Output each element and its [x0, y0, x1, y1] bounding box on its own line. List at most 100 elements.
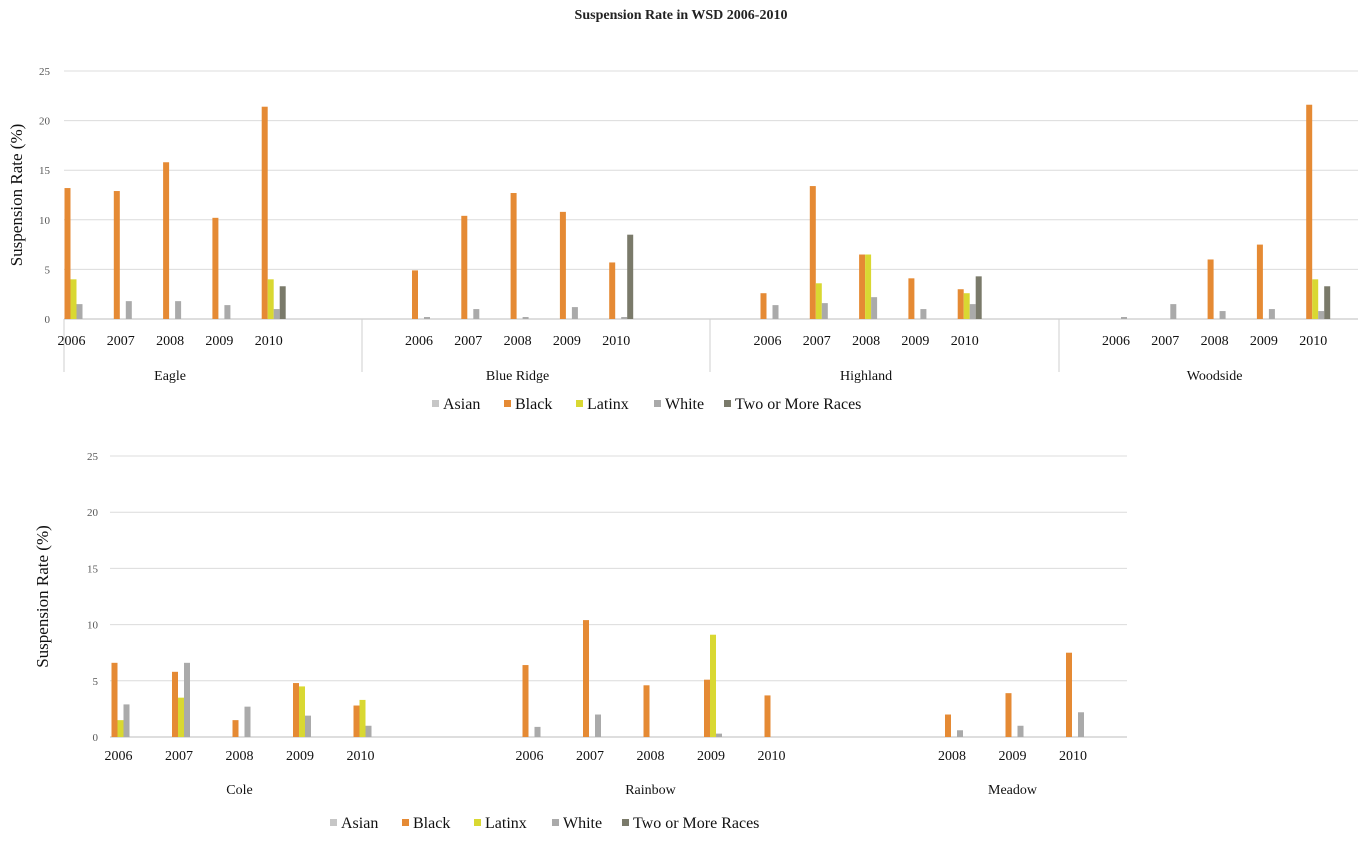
bar-white	[305, 715, 311, 737]
bar-white	[1170, 304, 1177, 319]
bar-latinx	[299, 686, 305, 737]
bar-black	[353, 705, 360, 737]
group-label: Woodside	[1187, 369, 1243, 384]
bar-white	[534, 726, 541, 737]
bar-white	[522, 317, 529, 319]
legend-entry: White	[563, 815, 602, 832]
bar-black	[461, 215, 468, 319]
x-tick-label: 2010	[255, 334, 283, 349]
legend-entry: Asian	[341, 815, 378, 832]
x-tick-label: 2007	[107, 334, 135, 349]
y-tick-label: 25	[87, 451, 99, 463]
bar-chart-1: 0 5 10 15 20 25 Suspension Rate (%) 2006 2007 200…	[7, 66, 1358, 413]
x-tick-label: 2006	[516, 749, 544, 764]
group-label: Meadow	[988, 783, 1038, 798]
bar-white	[424, 317, 430, 319]
bar-black	[1256, 244, 1263, 319]
bar-black	[1306, 104, 1313, 319]
bar-white	[125, 301, 132, 319]
y-tick-label: 5	[93, 676, 99, 688]
legend: Asian Black Latinx White Two or More Races	[432, 396, 861, 413]
bar-white	[871, 297, 878, 319]
bar-latinx	[267, 279, 274, 319]
bar-two-or-more-races	[975, 276, 982, 319]
bar-white	[957, 730, 963, 737]
y-axis-title: Suspension Rate (%)	[7, 124, 26, 267]
bar-white	[571, 307, 578, 319]
bar-latinx	[963, 293, 970, 319]
x-tick-label: 2007	[165, 749, 193, 764]
y-tick-label: 20	[87, 507, 99, 519]
legend-swatch	[330, 819, 337, 826]
x-tick-label: 2006	[754, 334, 782, 349]
x-tick-label: 2008	[1201, 334, 1229, 349]
y-tick-label: 5	[45, 264, 51, 276]
bar-white	[1219, 311, 1226, 319]
bar-black	[522, 665, 529, 737]
bar-white	[716, 733, 722, 737]
bar-white	[244, 706, 251, 737]
legend-entry: White	[665, 396, 704, 413]
bar-black	[293, 683, 299, 737]
bar-white	[365, 725, 372, 737]
bar-black	[609, 262, 616, 319]
legend-entry: Latinx	[485, 815, 527, 832]
bar-latinx	[117, 720, 124, 737]
bar-latinx	[359, 699, 366, 737]
bar-black	[760, 293, 767, 319]
bar-white	[184, 662, 190, 737]
legend-entry: Asian	[443, 396, 480, 413]
x-tick-label: 2007	[803, 334, 831, 349]
bar-white	[1318, 311, 1325, 319]
legend-entry: Two or More Races	[735, 396, 861, 413]
legend-swatch	[654, 400, 661, 407]
legend-swatch	[474, 819, 481, 826]
bar-black	[1066, 652, 1072, 737]
legend-entry: Black	[413, 815, 450, 832]
bar-two-or-more-races	[627, 234, 634, 319]
bar-white	[76, 304, 83, 319]
legend-swatch	[622, 819, 629, 826]
x-tick-label: 2010	[602, 334, 630, 349]
bar-black	[111, 662, 118, 737]
bar-white	[772, 305, 779, 319]
legend-swatch	[402, 819, 409, 826]
bar-black	[583, 620, 589, 737]
bar-black	[559, 211, 566, 319]
bar-black	[163, 162, 170, 319]
bar-black	[261, 106, 268, 319]
legend-swatch	[724, 400, 731, 407]
y-tick-label: 15	[39, 165, 51, 177]
legend-swatch	[552, 819, 559, 826]
bar-latinx	[815, 283, 822, 319]
y-tick-label: 20	[39, 116, 51, 128]
x-tick-label: 2009	[901, 334, 929, 349]
bar-black	[113, 191, 120, 319]
bar-latinx	[710, 634, 716, 737]
x-tick-label: 2010	[951, 334, 979, 349]
x-tick-label: 2006	[1102, 334, 1130, 349]
group-label: Highland	[840, 369, 892, 384]
legend: Asian Black Latinx White Two or More Races	[330, 815, 759, 832]
bar-white	[1268, 309, 1275, 319]
x-tick-label: 2008	[852, 334, 880, 349]
bar-black	[212, 217, 219, 319]
bar-latinx	[865, 254, 872, 319]
bar-black	[510, 193, 517, 319]
bar-white	[1121, 317, 1127, 319]
bar-white	[1078, 712, 1084, 737]
bar-white	[224, 305, 231, 319]
bar-white	[175, 301, 182, 319]
legend-swatch	[504, 400, 511, 407]
bar-white	[969, 304, 976, 319]
x-tick-label: 2006	[58, 334, 86, 349]
bar-black	[945, 714, 951, 737]
bar-latinx	[1312, 279, 1319, 319]
bar-black	[1005, 693, 1012, 737]
bar-black	[1207, 259, 1214, 319]
bar-black	[809, 186, 816, 319]
x-tick-label: 2008	[938, 749, 966, 764]
bar-black	[64, 188, 71, 319]
x-tick-label: 2006	[405, 334, 433, 349]
bar-black	[957, 289, 964, 319]
